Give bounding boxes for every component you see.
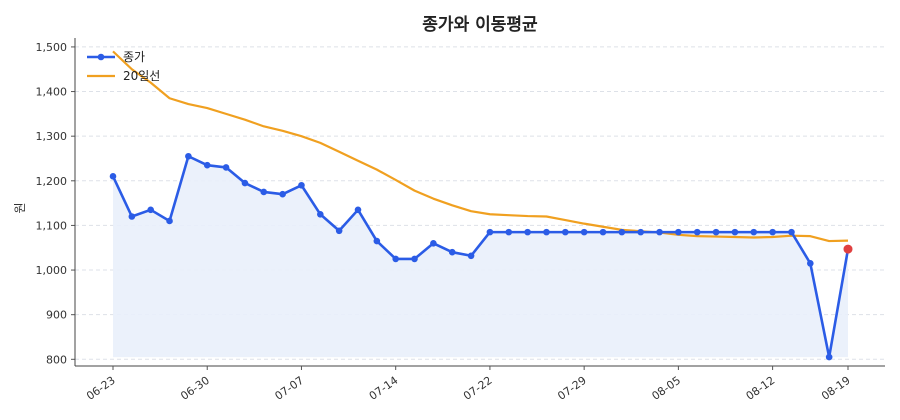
y-tick-label: 1,200 [36, 175, 68, 188]
close-point [335, 227, 343, 235]
close-point [675, 228, 682, 236]
close-point [411, 255, 418, 263]
x-tick-label: 07-29 [555, 374, 589, 403]
close-point [637, 228, 644, 236]
x-tick-label: 07-07 [273, 374, 307, 403]
close-point [693, 228, 701, 236]
x-tick-label: 08-12 [744, 374, 778, 403]
close-line [111, 154, 850, 359]
close-point [656, 228, 663, 236]
close-point [279, 190, 286, 198]
close-point [203, 161, 211, 169]
close-point [750, 228, 758, 236]
close-point [712, 228, 720, 236]
close-point [166, 217, 173, 225]
y-tick-label: 1,300 [36, 130, 68, 143]
close-point [580, 228, 588, 236]
close-point [430, 239, 437, 247]
close-point [354, 206, 362, 214]
y-tick-label: 800 [46, 353, 67, 366]
x-tick-label: 06-30 [178, 374, 212, 403]
series-lines [111, 50, 850, 359]
close-point [788, 228, 795, 236]
y-tick-label: 900 [46, 309, 67, 322]
close-point [486, 228, 494, 236]
close-point [373, 237, 381, 245]
y-tick-label: 1,400 [36, 86, 68, 99]
close-markers [109, 152, 853, 361]
close-point [128, 213, 136, 220]
close-point [392, 255, 399, 263]
close-point [298, 181, 305, 189]
legend-marker-close [97, 53, 105, 61]
close-point [543, 228, 550, 236]
close-point [185, 152, 192, 160]
chart-title: 종가와 이동평균 [422, 15, 538, 35]
close-point [731, 228, 739, 236]
close-point [448, 248, 456, 256]
close-point [260, 188, 268, 196]
close-point [807, 260, 814, 267]
close-point [467, 252, 475, 260]
legend-label-close: 종가 [123, 50, 145, 64]
close-point [505, 228, 513, 236]
x-tick-label: 07-14 [367, 374, 401, 403]
close-point [599, 228, 607, 236]
close-point [241, 179, 249, 187]
legend: 종가 20일선 [87, 50, 160, 83]
close-point [222, 164, 230, 171]
close-point [562, 228, 569, 236]
x-tick-label: 08-05 [649, 374, 683, 403]
y-tick-label: 1,000 [36, 264, 68, 277]
x-tick-label: 07-22 [461, 374, 495, 403]
close-point [524, 228, 531, 236]
close-point [109, 173, 117, 180]
close-point [769, 228, 776, 236]
close-point [825, 353, 833, 361]
ma20-line [112, 50, 849, 243]
y-axis-label: 원 [13, 202, 27, 213]
close-point [618, 228, 626, 236]
legend-label-ma20: 20일선 [123, 69, 160, 83]
x-tick-label: 08-19 [819, 374, 853, 403]
last-close-point [843, 244, 853, 254]
close-point [147, 206, 154, 214]
close-area-fill [113, 156, 848, 358]
y-tick-label: 1,100 [36, 219, 68, 232]
close-point [317, 210, 324, 218]
y-tick-label: 1,500 [36, 41, 68, 54]
x-tick-label: 06-23 [84, 374, 118, 403]
close-area [113, 156, 848, 358]
